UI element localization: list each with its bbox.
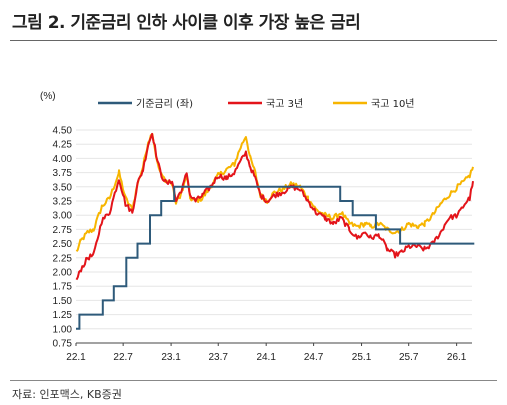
x-tick-label: 24.1 [256,352,276,363]
legend: 기준금리 (좌) 국고 3년 국고 10년 [98,98,415,110]
x-tick-label: 22.1 [66,352,86,363]
y-tick-label: 1.75 [53,282,73,293]
y-tick-label: 2.25 [53,253,73,264]
x-axis: 22.1 22.7 23.1 23.7 24.1 24.7 25.1 25.7 26.1 [66,343,467,363]
y-tick-label: 3.25 [53,197,73,208]
y-tick-label: 1.50 [53,296,73,307]
y-tick-label: 1.00 [53,324,73,335]
y-tick-label: 1.25 [53,310,73,321]
y-tick-label: 3.50 [53,182,73,193]
source-note: 자료: 인포맥스, KB증권 [12,388,122,401]
x-tick-label: 25.7 [399,352,419,363]
y-tick-label: 3.75 [53,168,73,179]
unit-label: (%) [40,91,56,102]
y-tick-label: 2.00 [53,268,73,279]
rate-chart: (%) 기준금리 (좌) 국고 3년 국고 10년 4.50 4.25 4.00 3.75… [40,91,475,363]
y-tick-label: 3.00 [53,211,73,222]
y-tick-label: 4.50 [53,126,73,137]
legend-label: 기준금리 (좌) [136,98,193,110]
x-tick-label: 23.1 [161,352,181,363]
y-tick-label: 2.75 [53,225,73,236]
series-line-ktb-3y [75,132,474,281]
y-tick-label: 2.50 [53,239,73,250]
x-tick-label: 26.1 [447,352,467,363]
legend-label: 국고 3년 [266,98,303,110]
series-line-base-rate [76,185,475,330]
series-lines [75,132,475,330]
grid [76,129,472,330]
title-divider [10,40,497,41]
y-tick-label: 4.00 [53,154,73,165]
y-tick-label: 4.25 [53,140,73,151]
legend-label: 국고 10년 [371,98,415,110]
y-tick-label: 0.75 [53,339,73,350]
source-divider [10,380,497,381]
x-tick-label: 23.7 [209,352,229,363]
page-title: 그림 2. 기준금리 인하 사이클 이후 가장 높은 금리 [12,13,361,33]
y-axis: 4.50 4.25 4.00 3.75 3.50 3.25 3.00 2.75 2.50 2.25… [53,126,73,350]
x-tick-label: 24.7 [304,352,324,363]
x-tick-label: 25.1 [352,352,372,363]
x-tick-label: 22.7 [113,352,133,363]
